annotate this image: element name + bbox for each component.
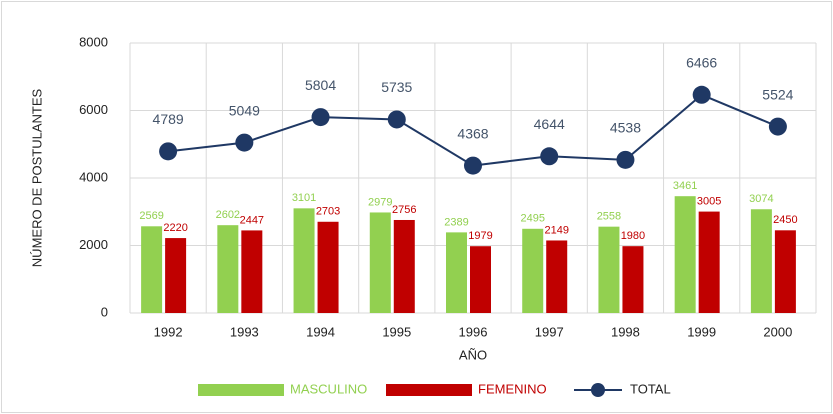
- bar: [674, 196, 696, 313]
- line-value-label: 4368: [457, 125, 488, 141]
- bar: [165, 238, 187, 313]
- bar-value-label: 3074: [749, 193, 773, 205]
- x-tick-label: 1995: [382, 324, 411, 339]
- line-marker: [540, 147, 559, 166]
- line-value-label: 5804: [305, 77, 336, 93]
- bar: [470, 246, 491, 313]
- bar-value-label: 2756: [392, 204, 416, 216]
- bar-value-label: 2979: [368, 196, 392, 208]
- line-marker: [387, 110, 406, 129]
- bar-value-label: 1979: [468, 230, 492, 242]
- line-marker: [464, 156, 482, 175]
- bar: [598, 226, 620, 313]
- bar-value-label: 2450: [773, 214, 797, 226]
- x-tick-label: 1999: [687, 324, 716, 339]
- bar: [546, 240, 568, 313]
- legend-swatch: [198, 384, 284, 396]
- x-tick-label: 1992: [154, 324, 183, 339]
- bar: [522, 228, 544, 313]
- x-axis-label: AÑO: [459, 347, 487, 362]
- legend-label: FEMENINO: [478, 381, 547, 396]
- bar: [622, 246, 644, 313]
- line-value-label: 5049: [229, 102, 260, 118]
- bar-value-label: 2569: [139, 210, 163, 222]
- bar-value-label: 1980: [621, 230, 645, 242]
- line-value-label: 6466: [686, 54, 717, 70]
- legend-label: TOTAL: [630, 381, 671, 396]
- line-marker: [159, 142, 178, 161]
- line-value-label: 4538: [610, 120, 641, 136]
- bar-value-label: 2447: [240, 214, 264, 226]
- x-tick-label: 1994: [306, 324, 335, 339]
- legend-label: MASCULINO: [290, 381, 367, 396]
- bar-value-label: 2220: [163, 222, 187, 234]
- bar-value-label: 2558: [597, 211, 621, 223]
- bar-value-label: 3005: [697, 195, 721, 207]
- bar: [774, 230, 796, 313]
- bar: [698, 211, 720, 313]
- y-axis-label: NÚMERO DE POSTULANTES: [29, 88, 44, 267]
- bar: [750, 209, 772, 313]
- x-tick-label: 1993: [230, 324, 259, 339]
- bar-value-label: 3101: [292, 192, 316, 204]
- line-marker: [768, 117, 787, 136]
- bar-value-label: 2149: [544, 224, 568, 236]
- bar: [141, 226, 163, 313]
- legend-swatch: [591, 383, 605, 397]
- line-value-label: 4789: [153, 111, 184, 127]
- x-tick-label: 1996: [459, 324, 488, 339]
- bar: [241, 230, 263, 313]
- x-tick-label: 1997: [535, 324, 564, 339]
- line-marker: [311, 108, 330, 127]
- bar-value-label: 2703: [316, 206, 340, 218]
- y-tick-label: 2000: [79, 237, 108, 252]
- bar: [446, 232, 467, 313]
- bar: [369, 212, 391, 313]
- y-tick-label: 0: [101, 304, 108, 319]
- bar-value-label: 2602: [216, 209, 240, 221]
- bar: [317, 221, 339, 313]
- bar-value-label: 2389: [444, 216, 468, 228]
- bar: [293, 208, 315, 313]
- bar: [217, 225, 239, 313]
- x-tick-label: 1998: [611, 324, 640, 339]
- bar-value-label: 3461: [673, 180, 697, 192]
- line-marker: [616, 150, 635, 169]
- x-tick-label: 2000: [763, 324, 792, 339]
- y-tick-label: 6000: [79, 102, 108, 117]
- line-marker: [692, 85, 711, 104]
- line-marker: [235, 133, 254, 152]
- line-value-label: 4644: [534, 116, 565, 132]
- bar: [393, 219, 415, 313]
- legend-swatch: [386, 384, 472, 396]
- y-tick-label: 8000: [79, 34, 108, 49]
- bar-value-label: 2495: [520, 213, 544, 225]
- y-tick-label: 4000: [79, 169, 108, 184]
- line-value-label: 5524: [762, 86, 793, 102]
- line-value-label: 5735: [381, 79, 412, 95]
